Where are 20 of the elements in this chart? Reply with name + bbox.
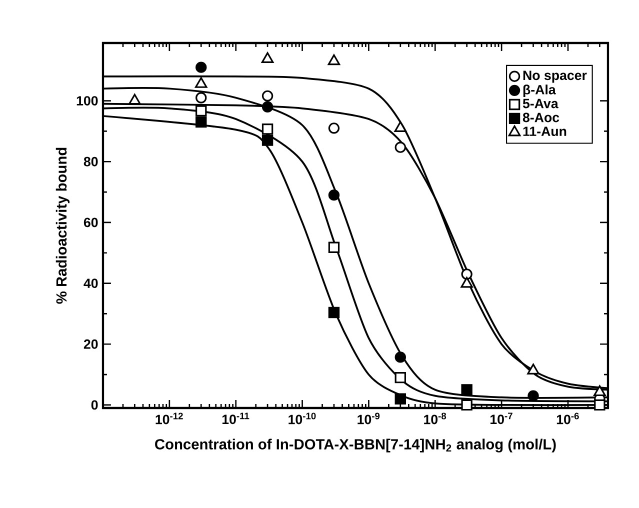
y-tick-label: 100 [76,96,98,106]
legend-label: 5-Ava [522,98,558,108]
y-tick-label: 40 [84,278,98,288]
x-tick-label: 10$^{-12}$ [156,412,183,424]
y-axis-title: % Radioactivity bound [56,148,70,304]
x-tick-label: 10$^{-10}$ [288,412,316,424]
x-tick-label: 10$^{-7}$ [490,412,512,424]
legend-label: No spacer [523,70,587,83]
legend-label: 8-Aoc [522,112,560,122]
x-axis-title: Concentration of In-DOTA-X-BBN[7-14]NH$_{2}$ analog (mol/L) [155,438,556,452]
x-tick-label: 10$^{-9}$ [358,412,380,424]
legend-label: 11-Aun [523,126,566,136]
y-tick-label: 60 [84,218,98,228]
y-tick-label: 80 [84,156,98,166]
x-tick-label: 10$^{-8}$ [424,412,446,424]
x-tick-label: 10$^{-6}$ [556,412,579,424]
x-tick-label: 10$^{-11}$ [222,412,250,424]
y-tick-label: 20 [84,339,98,349]
legend-label: β-Ala [523,84,556,98]
y-tick-label: 0 [91,400,98,410]
